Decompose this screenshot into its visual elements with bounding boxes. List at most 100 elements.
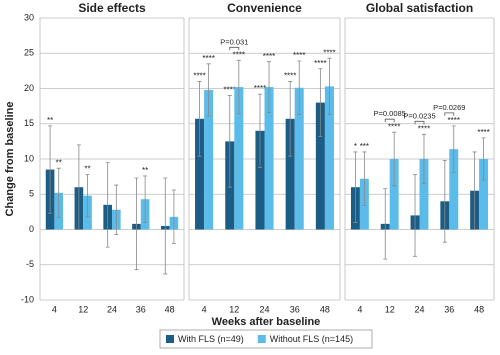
bar: [255, 130, 265, 230]
significance-label: ****: [233, 50, 245, 59]
x-tick-label: 24: [107, 304, 117, 314]
error-bar: [267, 61, 272, 113]
bar: [234, 87, 244, 230]
significance-label: **: [84, 165, 90, 174]
panel-title: Convenience: [227, 1, 302, 15]
error-bar: [318, 68, 323, 137]
x-tick-label: 12: [78, 304, 88, 314]
error-bar: [353, 151, 358, 223]
legend-label: Without FLS (n=145): [270, 334, 353, 344]
x-tick-label: 24: [259, 304, 269, 314]
error-bar: [362, 151, 367, 206]
error-bar: [257, 93, 262, 168]
legend-box: [159, 329, 373, 349]
error-bar: [327, 57, 332, 115]
x-tick-label: 48: [320, 304, 330, 314]
error-bar: [236, 59, 241, 115]
significance-label: ****: [477, 128, 489, 137]
significance-label: ****: [193, 72, 205, 81]
x-tick-label: 48: [474, 304, 484, 314]
significance-label: ****: [448, 116, 460, 125]
legend-swatch: [166, 335, 174, 343]
error-bar: [472, 151, 477, 230]
significance-bracket: [384, 118, 395, 123]
significance-bracket: [414, 120, 425, 125]
bar: [324, 86, 334, 230]
legend-swatch: [257, 335, 266, 343]
y-tick-label: 30: [24, 12, 34, 22]
y-tick-label: 0: [29, 224, 34, 234]
error-bar: [206, 63, 211, 117]
error-bar: [48, 125, 53, 214]
significance-label: ****: [314, 59, 326, 68]
significance-label: ****: [224, 86, 236, 95]
error-bar: [56, 167, 61, 218]
error-bar: [85, 174, 90, 218]
error-bar: [143, 175, 148, 223]
error-bar: [383, 188, 388, 260]
bar: [449, 149, 459, 230]
significance-bracket: [444, 112, 455, 116]
error-bar: [197, 81, 202, 157]
x-tick-label: 48: [165, 304, 175, 314]
significance-label: ****: [202, 54, 214, 63]
error-bar: [227, 95, 232, 188]
panel-title: Side effects: [78, 1, 146, 15]
x-tick-label: 12: [385, 304, 395, 314]
p-value-label: P=0.0235: [403, 111, 435, 120]
bar: [285, 118, 295, 230]
significance-label: **: [142, 166, 148, 175]
x-tick-label: 4: [357, 304, 362, 314]
y-tick-label: 15: [24, 118, 34, 128]
p-value-label: P=0.031: [220, 37, 248, 46]
error-bar: [413, 174, 418, 257]
bar: [315, 102, 325, 230]
bar: [264, 87, 274, 230]
significance-label: ****: [323, 48, 335, 57]
error-bar: [76, 144, 81, 230]
x-tick-label: 12: [229, 304, 239, 314]
significance-label: ****: [388, 122, 400, 131]
y-tick-label: 20: [24, 83, 34, 93]
bar: [195, 118, 205, 230]
error-bar: [451, 125, 456, 173]
error-bar: [421, 133, 426, 185]
x-axis-label: Weeks after baseline: [212, 316, 321, 328]
error-bar: [392, 131, 397, 187]
error-bar: [134, 177, 139, 271]
error-bar: [171, 189, 176, 244]
significance-bracket: [229, 46, 240, 51]
bar: [389, 159, 399, 230]
bar: [419, 159, 429, 230]
error-bar: [481, 137, 486, 181]
significance-label: ****: [293, 51, 305, 60]
significance-label: ***: [360, 142, 369, 151]
significance-label: ****: [254, 84, 266, 93]
y-axis-label: Change from baseline: [4, 102, 16, 217]
p-value-label: P=0.0269: [433, 103, 465, 112]
p-value-label: P=0.0085: [374, 109, 406, 118]
significance-label: ****: [418, 124, 430, 133]
error-bar: [163, 177, 168, 275]
legend-label: With FLS (n=49): [178, 334, 244, 344]
error-bar: [442, 160, 447, 243]
significance-label: **: [56, 158, 62, 167]
x-tick-label: 36: [290, 304, 300, 314]
error-bar: [114, 184, 119, 235]
bar: [294, 87, 304, 230]
bar: [204, 89, 214, 230]
error-bar: [288, 81, 293, 157]
x-tick-label: 4: [52, 304, 57, 314]
y-tick-label: -10: [21, 294, 34, 304]
error-bar: [105, 162, 110, 248]
error-bar: [297, 60, 302, 115]
x-tick-label: 36: [444, 304, 454, 314]
y-tick-label: 25: [24, 48, 34, 58]
x-tick-label: 36: [136, 304, 146, 314]
significance-label: ****: [284, 72, 296, 81]
significance-label: *: [354, 142, 357, 151]
y-tick-label: 10: [24, 153, 34, 163]
bar: [479, 159, 489, 230]
x-tick-label: 24: [414, 304, 424, 314]
